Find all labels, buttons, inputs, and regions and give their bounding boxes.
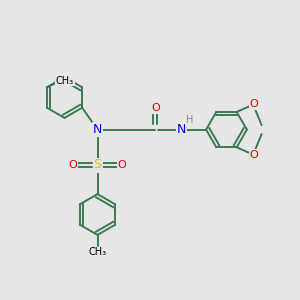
Text: O: O: [249, 99, 258, 110]
Text: S: S: [94, 158, 101, 172]
Text: O: O: [151, 103, 160, 113]
Text: CH₃: CH₃: [88, 247, 106, 257]
Text: CH₃: CH₃: [56, 76, 74, 86]
Text: O: O: [68, 160, 77, 170]
Text: H: H: [186, 115, 194, 125]
Text: N: N: [93, 123, 102, 136]
Text: N: N: [177, 123, 186, 136]
Text: O: O: [118, 160, 127, 170]
Text: O: O: [249, 150, 258, 160]
